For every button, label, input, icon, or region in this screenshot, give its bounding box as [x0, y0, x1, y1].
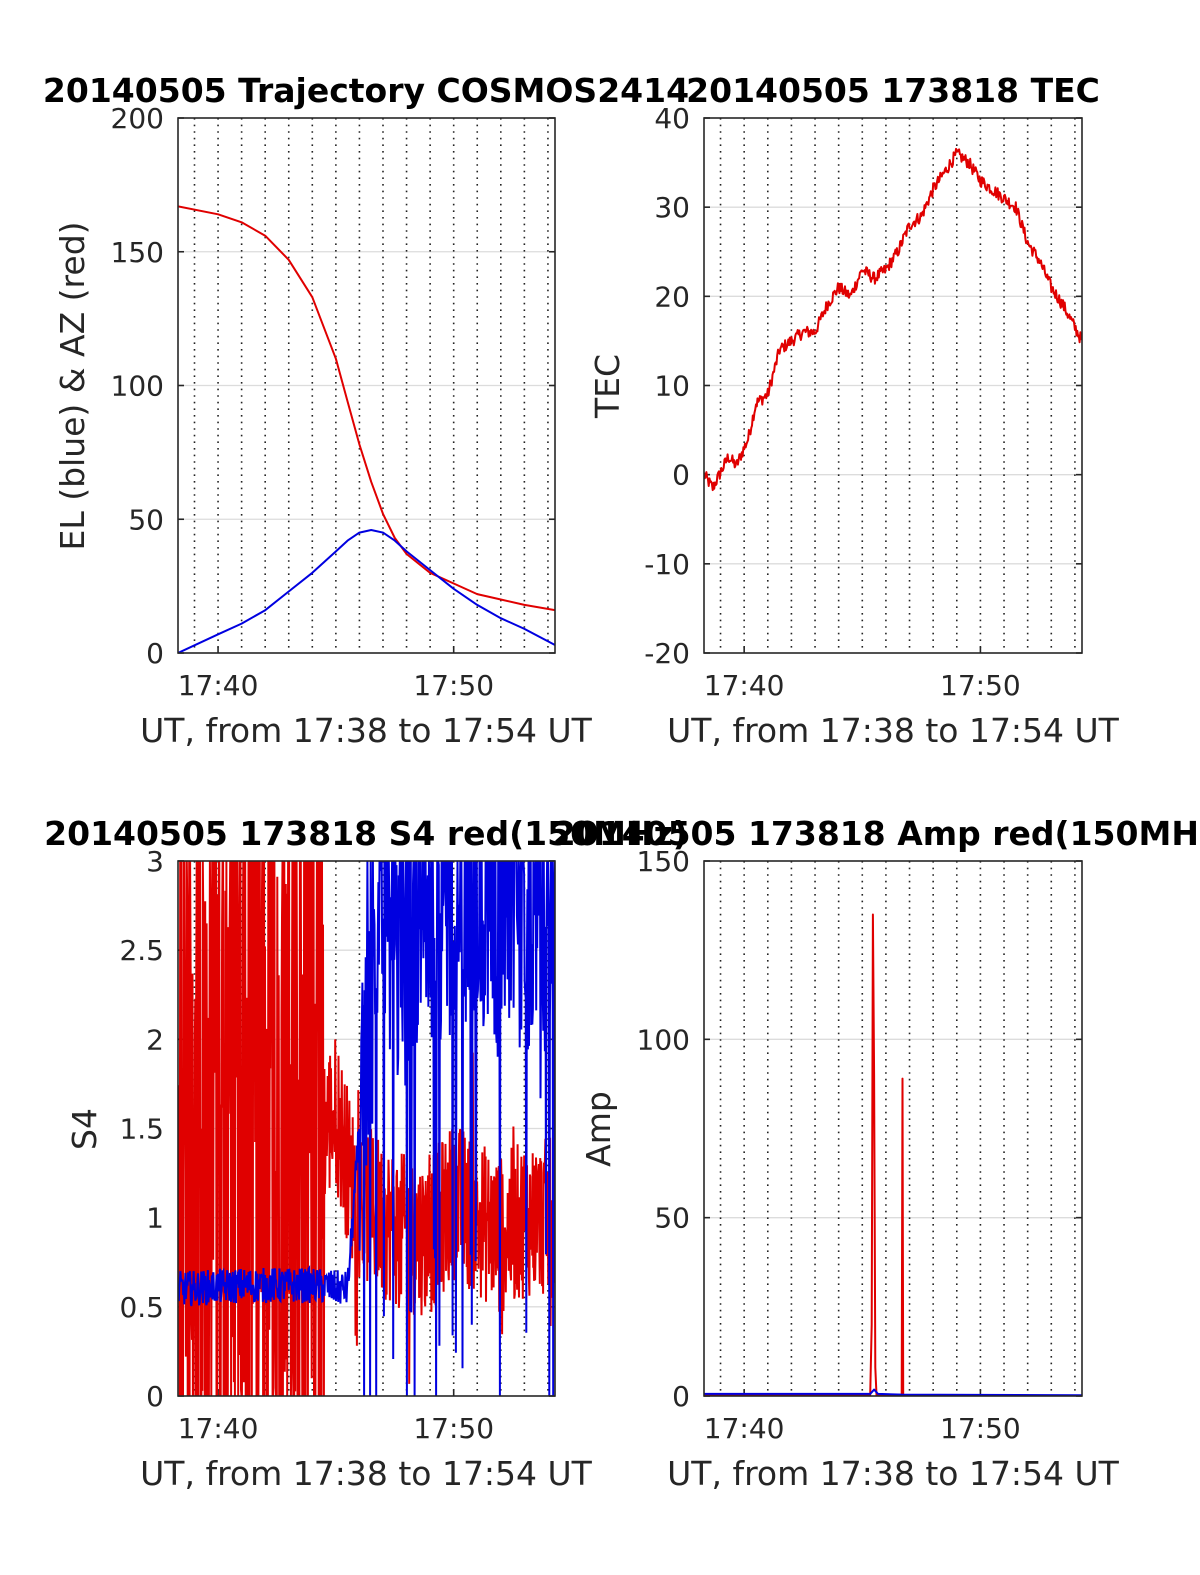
x-tick-label: 17:50	[940, 669, 1021, 702]
y-tick-label: 2	[146, 1023, 164, 1056]
x-tick-label: 17:50	[413, 1412, 494, 1445]
y-tick-label: 2.5	[119, 934, 164, 967]
y-tick-label: 20	[654, 280, 690, 313]
y-tick-label: 150	[111, 236, 164, 269]
y-tick-label: 0	[672, 459, 690, 492]
x-tick-label: 17:40	[178, 669, 259, 702]
axes-frame	[177, 860, 556, 1397]
plot-area: 0 50 100 150 17:40 17:50	[637, 845, 1083, 1445]
y-tick-label: 0	[672, 1380, 690, 1413]
y-axis-label: EL (blue) & AZ (red)	[53, 221, 92, 550]
series-line-0	[704, 913, 1082, 1396]
chart-title: 20140505 173818 Amp red(150MHz)	[553, 814, 1200, 853]
panel-trajectory: 20140505 Trajectory COSMOS2414 UT, from …	[43, 71, 689, 750]
x-tick-label: 17:40	[178, 1412, 259, 1445]
y-tick-label: 100	[111, 370, 164, 403]
x-axis-label: UT, from 17:38 to 17:54 UT	[667, 711, 1120, 750]
x-tick-label: 17:50	[413, 669, 494, 702]
chart-title: 20140505 173818 S4 red(150MHz)	[44, 814, 688, 853]
plot-area: -20 -10 0 10 20 30 40 17:40 17:50	[644, 102, 1083, 702]
y-tick-label: 0.5	[119, 1291, 164, 1324]
y-tick-label: 1	[146, 1202, 164, 1235]
axes-frame	[703, 117, 1083, 654]
y-tick-label: -10	[644, 548, 690, 581]
y-tick-label: 200	[111, 102, 164, 135]
y-tick-label: 0	[146, 1380, 164, 1413]
plot-area: 0 50 100 150 200 17:40 17:50	[111, 102, 556, 702]
series-line-0	[178, 205, 555, 612]
chart-title: 20140505 173818 TEC	[686, 71, 1100, 110]
panel-s4: 20140505 173818 S4 red(150MHz) UT, from …	[44, 814, 688, 1493]
axes-frame	[703, 860, 1083, 1397]
x-tick-label: 17:40	[704, 1412, 785, 1445]
chart-title: 20140505 Trajectory COSMOS2414	[43, 71, 689, 110]
y-tick-label: -20	[644, 637, 690, 670]
x-axis-label: UT, from 17:38 to 17:54 UT	[140, 711, 593, 750]
panel-amp: 20140505 173818 Amp red(150MHz) UT, from…	[553, 814, 1200, 1493]
y-tick-label: 3	[146, 845, 164, 878]
y-axis-label: TEC	[588, 354, 627, 419]
y-tick-label: 40	[654, 102, 690, 135]
y-tick-label: 100	[637, 1023, 690, 1056]
y-tick-label: 30	[654, 191, 690, 224]
y-tick-label: 10	[654, 370, 690, 403]
series-line-0	[704, 147, 1082, 492]
x-tick-label: 17:40	[704, 669, 785, 702]
series-group	[704, 913, 1082, 1396]
panel-tec: 20140505 173818 TEC UT, from 17:38 to 17…	[588, 71, 1120, 750]
y-tick-label: 50	[654, 1202, 690, 1235]
series-line-1	[704, 1388, 1082, 1396]
y-axis-label: Amp	[579, 1091, 618, 1167]
y-tick-label: 0	[146, 637, 164, 670]
x-axis-label: UT, from 17:38 to 17:54 UT	[667, 1454, 1120, 1493]
x-tick-label: 17:50	[940, 1412, 1021, 1445]
axes-frame	[177, 117, 556, 654]
y-tick-label: 50	[128, 503, 164, 536]
series-group	[178, 205, 555, 653]
series-group	[704, 147, 1082, 492]
y-axis-label: S4	[65, 1108, 104, 1150]
plot-area: 0 0.5 1 1.5 2 2.5 3 17:40 17:50	[119, 845, 556, 1445]
series-line-blue	[178, 861, 555, 1396]
series-group	[178, 861, 555, 1396]
x-axis-label: UT, from 17:38 to 17:54 UT	[140, 1454, 593, 1493]
y-tick-label: 150	[637, 845, 690, 878]
y-tick-label: 1.5	[119, 1113, 164, 1146]
series-line-1	[178, 529, 555, 653]
